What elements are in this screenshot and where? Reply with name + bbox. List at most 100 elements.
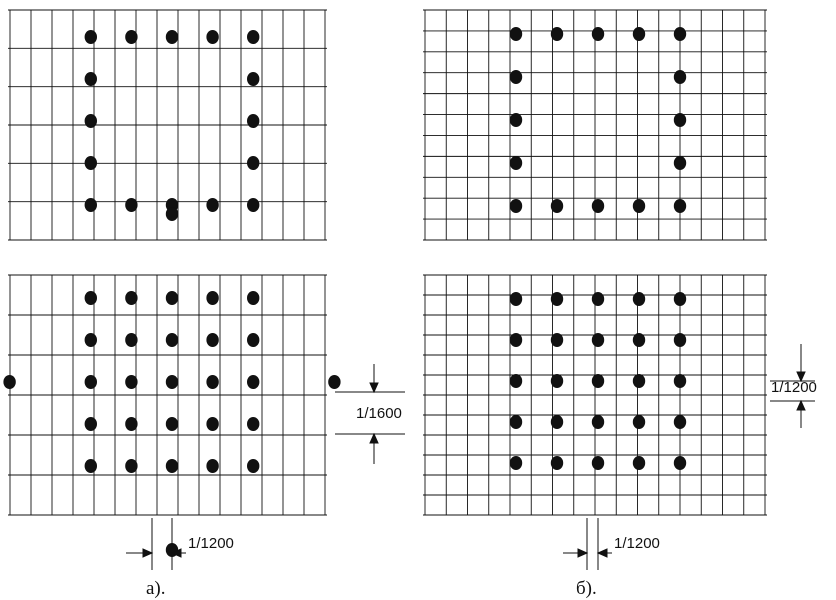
dot [632,292,646,306]
dot [673,374,687,388]
dot [550,333,564,347]
dot [247,375,260,389]
dot [509,374,523,388]
dot [247,198,260,212]
dim-b-horizontal [563,518,612,570]
dots [84,30,260,212]
dots [509,27,687,213]
dot [206,333,219,347]
dot [632,333,646,347]
dim-b-horizontal-label: 1/1200 [614,535,660,552]
dot [84,459,98,473]
dot [206,459,219,473]
dot [247,291,260,305]
dot [84,156,98,170]
dot [550,199,564,213]
grid [8,274,327,516]
dim-b-vertical [770,344,815,428]
dot [632,374,646,388]
dot [673,156,687,170]
dot [632,415,646,429]
dot [206,375,219,389]
dot [165,291,179,305]
panel-b-top [423,9,767,241]
panel-a-bottom [3,207,341,557]
grid [423,274,767,516]
dot [84,30,98,44]
dot [591,27,605,41]
dot [550,415,564,429]
dot [125,30,138,44]
dot [165,30,179,44]
dot [509,333,523,347]
dot [673,333,687,347]
dots [509,292,687,470]
panel-a-top [8,9,327,241]
dot [84,114,98,128]
dot [84,72,98,86]
dot [550,292,564,306]
dot [165,207,179,221]
dot [165,375,179,389]
dot [84,198,98,212]
dim-a-vertical [335,364,405,464]
dot [125,198,138,212]
dot [328,375,341,389]
dot [509,113,523,127]
dot [509,456,523,470]
dot [591,456,605,470]
dim-a-horizontal [126,518,186,570]
dot [632,199,646,213]
dot [591,415,605,429]
dot [673,456,687,470]
dot [632,27,646,41]
dot [165,459,179,473]
dot [247,30,260,44]
dot [247,72,260,86]
dot [206,417,219,431]
dot [591,292,605,306]
dot [84,291,98,305]
dot [509,199,523,213]
dot [673,113,687,127]
caption-a: а). [146,578,166,599]
dot [84,375,98,389]
dim-a-horizontal-label: 1/1200 [188,535,234,552]
dot [125,375,138,389]
panel-b-bottom [423,274,767,516]
dot [125,291,138,305]
grid [8,9,327,241]
dot [673,292,687,306]
dot [125,459,138,473]
dot [550,27,564,41]
dot [125,417,138,431]
dim-a-vertical-label: 1/1600 [356,405,402,422]
dot [3,375,16,389]
dot [591,374,605,388]
dot [125,333,138,347]
dot [550,456,564,470]
dot [673,70,687,84]
dot [206,198,219,212]
dot [165,333,179,347]
dot [247,459,260,473]
caption-b: б). [576,578,597,599]
dot [247,333,260,347]
dot [550,374,564,388]
dot [509,27,523,41]
dot [509,156,523,170]
dots [3,207,341,557]
dim-b-vertical-label: 1/1200 [771,379,817,396]
dot [509,70,523,84]
dot [206,291,219,305]
dot [206,30,219,44]
dot [247,114,260,128]
dot [84,417,98,431]
dot [509,292,523,306]
dot [247,156,260,170]
dot [673,415,687,429]
dot [509,415,523,429]
dot [247,417,260,431]
dot [84,333,98,347]
dot [673,199,687,213]
